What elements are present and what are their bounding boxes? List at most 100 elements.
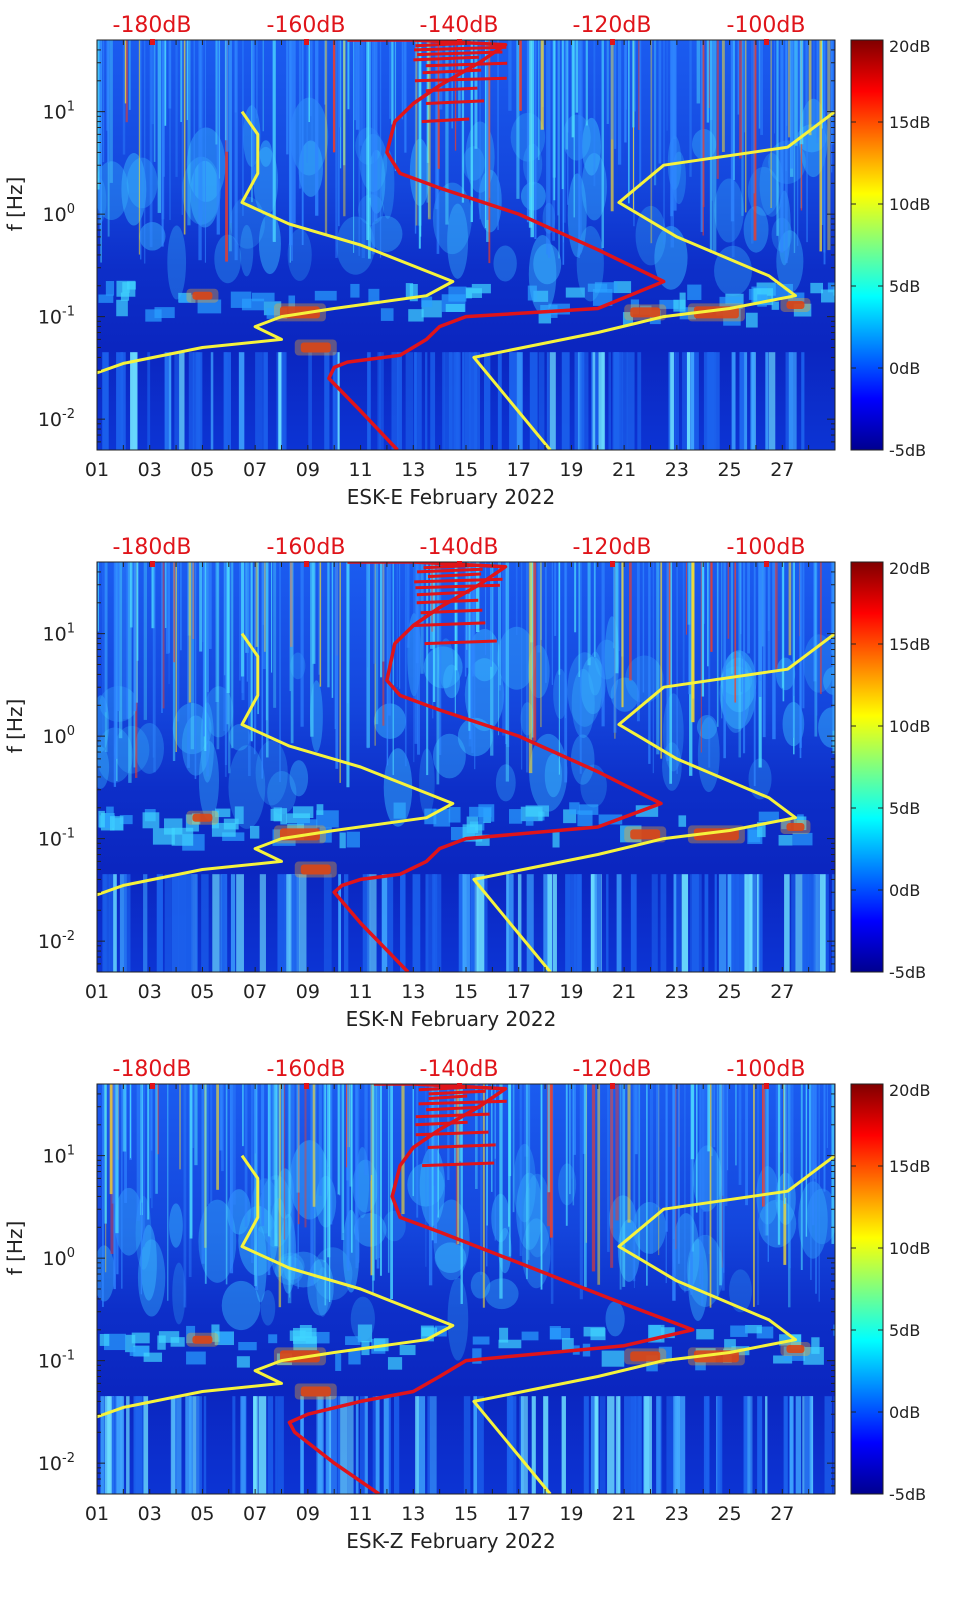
top-db-label: -160dB [267,535,346,560]
streak [136,1084,140,1221]
streak [318,1084,322,1196]
microseism-patch [499,1327,509,1343]
streak [723,1084,725,1273]
top-db-label: -100dB [727,1057,806,1082]
low-frequency-band [258,1396,267,1494]
streak [278,1084,280,1199]
top-db-marker [764,561,769,567]
streak [690,1084,695,1160]
streak [475,1084,478,1189]
noise-cloud [382,1210,406,1242]
low-frequency-band [294,874,300,972]
microseism-patch [549,1326,561,1340]
low-frequency-band [476,874,485,972]
streak [359,40,363,146]
low-frequency-band [669,352,674,450]
streak [688,562,691,695]
streak [476,562,480,633]
low-frequency-band [417,352,422,450]
low-frequency-band [290,874,297,972]
low-frequency-band [375,1396,380,1494]
microseism-patch [810,282,824,294]
streak [287,1084,292,1304]
low-frequency-band [425,874,429,972]
streak [453,1084,458,1166]
streak [224,562,228,766]
microseism-patch [630,299,639,315]
streak [633,1084,635,1288]
streak [760,40,763,135]
streak [296,1084,300,1193]
streak [149,40,153,248]
streak [310,40,314,142]
streak [730,562,734,674]
streak [709,1084,712,1308]
streak [738,562,742,758]
microseism-patch [613,281,632,294]
streak [202,562,205,737]
streak [292,40,296,224]
streak [557,40,559,216]
microseism-patch [771,301,779,310]
low-frequency-band [333,352,338,450]
streak [140,1084,143,1295]
low-frequency-band [591,874,595,972]
streak [708,562,711,768]
streak [794,40,798,146]
top-db-marker [764,39,769,45]
microseism-patch [757,821,766,838]
streak [121,1084,123,1289]
streak [124,40,127,104]
top-db-marker [457,1083,462,1089]
streak [750,40,754,244]
hotspot-halo [624,826,667,843]
low-frequency-band [156,874,163,972]
streak [324,1084,327,1306]
streak [650,40,653,244]
streak [187,40,191,226]
low-frequency-band [666,1396,674,1494]
streak [183,40,186,235]
streak [373,562,376,664]
spectrogram [97,40,835,450]
low-frequency-band [330,1396,338,1494]
low-frequency-band [230,874,236,972]
streak [830,40,834,145]
low-frequency-band [463,352,471,450]
streak [175,40,178,177]
streak [386,562,389,766]
yellow-curve-high [472,1154,835,1494]
streak [506,562,510,748]
microseism-patch [565,287,585,298]
streak [549,1084,553,1238]
microseism-patch [387,1357,403,1370]
colorbar-tick-label: -5dB [889,963,926,982]
streak [796,40,799,246]
low-frequency-band [369,874,377,972]
streak [206,562,209,777]
streak [743,562,746,754]
low-frequency-band [433,874,442,972]
microseism-patch [658,1346,672,1362]
streak [800,1084,803,1270]
streak [439,40,443,110]
low-frequency-band [703,352,711,450]
streak [416,1084,419,1218]
low-frequency-band [483,352,491,450]
low-frequency-band [809,1396,813,1494]
microseism-patch [335,1353,342,1371]
low-frequency-band [142,1396,149,1494]
microseism-patch [408,309,424,322]
y-tick-label: 10-2 [38,1451,75,1475]
colorbar-tick-label: 20dB [889,559,931,578]
low-frequency-band [743,1396,748,1494]
streak [306,40,308,163]
streak [164,562,167,629]
low-frequency-band [413,352,418,450]
streak [499,1084,503,1299]
streak [396,562,398,687]
streak [461,40,465,203]
noise-cloud [470,1271,491,1299]
streak [745,40,747,213]
noise-cloud [190,160,220,228]
